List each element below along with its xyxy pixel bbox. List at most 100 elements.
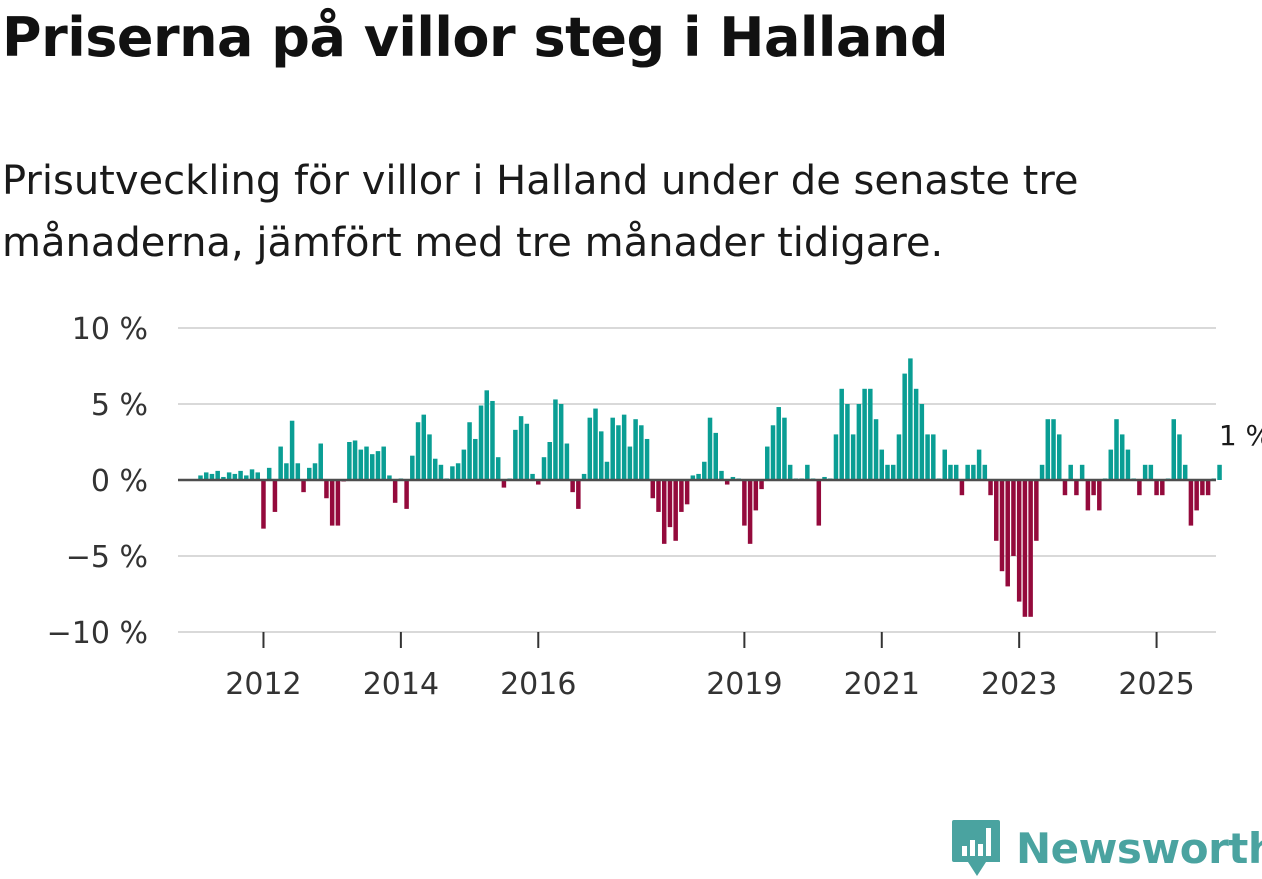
bar (307, 467, 312, 480)
bar (822, 476, 827, 480)
bar (244, 475, 249, 480)
bar-series (198, 358, 1222, 617)
bar (850, 434, 856, 480)
bar (387, 475, 392, 480)
bar (633, 419, 638, 480)
bar (982, 464, 988, 480)
y-tick-label: 5 % (91, 388, 148, 423)
bar (301, 480, 306, 493)
bar (988, 480, 993, 496)
bar (1068, 464, 1073, 480)
bar (536, 480, 541, 485)
bar (753, 480, 759, 511)
bar (673, 480, 678, 541)
bar (392, 480, 398, 503)
bar (1016, 480, 1022, 602)
bar (971, 464, 976, 480)
x-tick-label: 2014 (363, 667, 439, 702)
bar (816, 480, 822, 526)
bar (948, 464, 953, 480)
bar (1154, 480, 1159, 496)
x-axis: 2012 2014 2016 2019 2021 2023 2025 (225, 632, 1195, 702)
bar (610, 417, 615, 480)
brand-logo: Newsworthy (952, 818, 1262, 878)
bar (226, 472, 232, 480)
bar (908, 358, 913, 480)
bar (1200, 480, 1205, 496)
bar (931, 434, 936, 480)
bar (484, 390, 489, 480)
bar (530, 473, 535, 480)
brand-name: Newsworthy (1016, 823, 1262, 873)
bar (266, 467, 272, 480)
bar (656, 480, 661, 512)
bar (289, 420, 295, 480)
bar (1188, 480, 1194, 526)
bar (467, 422, 472, 480)
bar (856, 404, 862, 480)
bar (1039, 464, 1045, 480)
bar (312, 463, 318, 480)
bar (1062, 480, 1068, 496)
bar (524, 423, 530, 480)
bar (690, 475, 696, 480)
bar (696, 473, 701, 480)
bar (1217, 464, 1222, 480)
bar (1125, 449, 1131, 480)
bar (209, 473, 215, 480)
bar (747, 480, 753, 544)
bar (724, 480, 730, 485)
bar (278, 446, 283, 480)
bar (1097, 480, 1102, 511)
bar (203, 472, 209, 480)
bar (553, 399, 558, 480)
bar (1119, 434, 1125, 480)
bar (381, 446, 386, 480)
bar (650, 480, 656, 499)
bar (1137, 480, 1142, 496)
bar (742, 480, 747, 526)
bar (324, 480, 329, 499)
bar (215, 470, 220, 480)
x-tick-label: 2016 (500, 667, 576, 702)
bar (845, 404, 850, 480)
bar (765, 446, 770, 480)
bar (564, 443, 570, 480)
gridlines (178, 327, 1216, 633)
bar (1079, 464, 1085, 480)
bar-chart-logo-icon (952, 820, 1000, 876)
bar (438, 464, 444, 480)
bar (833, 434, 839, 480)
bar (1057, 434, 1062, 480)
bar (873, 419, 879, 480)
bar (902, 373, 907, 480)
bar (375, 451, 381, 480)
bar (667, 480, 673, 528)
page-subtitle: Prisutveckling för villor i Halland unde… (2, 158, 1079, 266)
bar (329, 480, 335, 526)
bar (759, 480, 764, 490)
bar (318, 443, 323, 480)
bar (1108, 449, 1114, 480)
bar (627, 446, 633, 480)
bar (558, 404, 564, 480)
bar (513, 429, 518, 480)
bar (518, 416, 524, 480)
bar (352, 440, 358, 480)
bar (272, 480, 278, 512)
bar (639, 425, 644, 480)
bar (879, 449, 885, 480)
bar (713, 432, 718, 480)
y-tick-label: −5 % (66, 540, 148, 575)
bar (730, 476, 736, 480)
bar (1205, 480, 1211, 496)
bar (976, 449, 982, 480)
bar (1034, 480, 1039, 541)
bar (490, 400, 495, 480)
bar (805, 464, 810, 480)
bar (925, 434, 930, 480)
bar (581, 473, 587, 480)
last-value-label: 1 % (1219, 419, 1262, 452)
bar (776, 407, 781, 480)
bar (1148, 464, 1154, 480)
